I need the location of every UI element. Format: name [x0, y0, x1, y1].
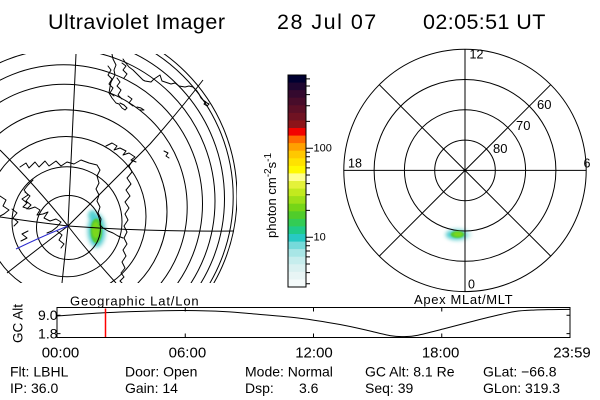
- svg-text:Dsp:: Dsp:: [245, 380, 274, 396]
- svg-text:photon cm-2s-1: photon cm-2s-1: [263, 153, 279, 238]
- svg-text:12:00: 12:00: [295, 345, 333, 362]
- svg-text:60: 60: [537, 97, 551, 112]
- svg-text:06:00: 06:00: [169, 345, 207, 362]
- svg-text:02:05:51 UT: 02:05:51 UT: [423, 10, 546, 34]
- svg-text:70: 70: [516, 118, 530, 133]
- svg-text:100: 100: [314, 143, 332, 155]
- svg-text:Flt: LBHL: Flt: LBHL: [10, 364, 69, 380]
- svg-text:GLat: −66.8: GLat: −66.8: [483, 364, 557, 380]
- svg-text:18: 18: [348, 157, 362, 171]
- svg-text:1.8: 1.8: [38, 326, 58, 342]
- svg-text:3.6: 3.6: [299, 380, 319, 396]
- svg-text:GC Alt: GC Alt: [11, 304, 26, 343]
- svg-text:Seq: 39: Seq: 39: [365, 380, 413, 396]
- svg-text:18:00: 18:00: [422, 345, 460, 362]
- svg-text:Mode: Normal: Mode: Normal: [245, 364, 333, 380]
- svg-text:Ultraviolet Imager: Ultraviolet Imager: [48, 10, 225, 34]
- svg-text:Door: Open: Door: Open: [125, 364, 197, 380]
- svg-text:Apex MLat/MLT: Apex MLat/MLT: [414, 292, 513, 307]
- svg-text:23:59: 23:59: [553, 345, 591, 362]
- svg-text:80: 80: [493, 141, 507, 156]
- svg-text:9.0: 9.0: [38, 307, 58, 323]
- svg-text:GLon: 319.3: GLon: 319.3: [483, 380, 560, 396]
- svg-text:12: 12: [470, 48, 484, 62]
- svg-text:Gain: 14: Gain: 14: [125, 380, 178, 396]
- svg-text:0: 0: [468, 278, 475, 292]
- svg-text:Geographic Lat/Lon: Geographic Lat/Lon: [70, 294, 200, 309]
- svg-text:28 Jul 07: 28 Jul 07: [277, 10, 378, 34]
- svg-text:6: 6: [584, 157, 591, 171]
- svg-text:GC Alt: 8.1 Re: GC Alt: 8.1 Re: [365, 364, 455, 380]
- svg-text:10: 10: [314, 232, 326, 244]
- svg-text:IP: 36.0: IP: 36.0: [10, 380, 58, 396]
- svg-text:00:00: 00:00: [42, 345, 80, 362]
